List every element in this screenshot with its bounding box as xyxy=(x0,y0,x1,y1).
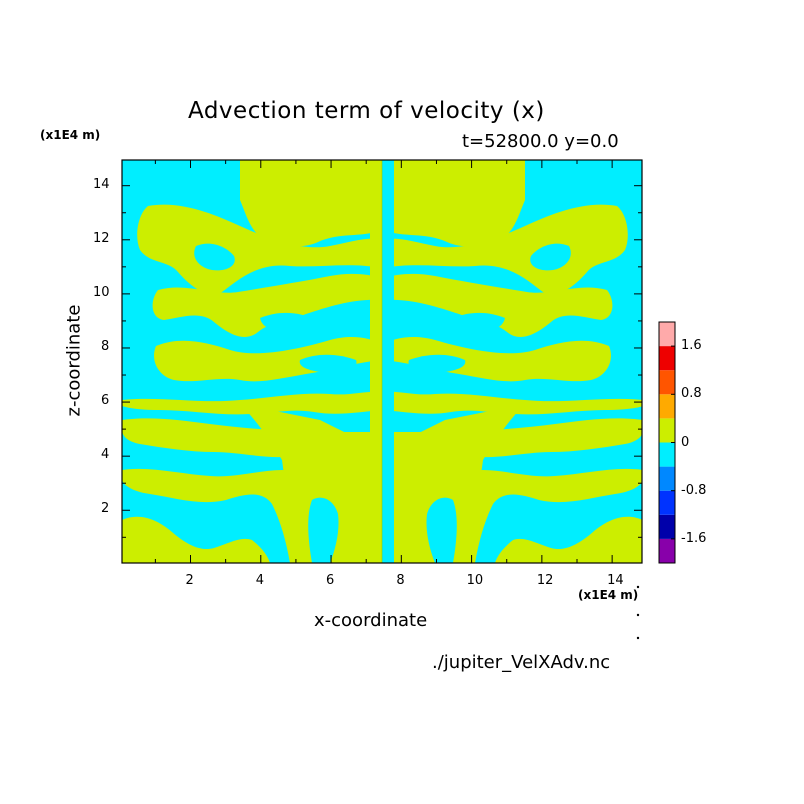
central-band-right xyxy=(382,160,394,563)
x-tick-label: 12 xyxy=(536,573,554,588)
cyan-inclusions-left xyxy=(194,243,357,563)
field-blob xyxy=(137,204,382,295)
colorbar-level xyxy=(659,370,675,395)
field-blob xyxy=(308,497,339,563)
x-tick-label: 14 xyxy=(607,573,624,588)
x-tick-label: 2 xyxy=(185,573,194,588)
plot-frame xyxy=(121,159,643,564)
marker-dot xyxy=(636,613,640,617)
colorbar-level xyxy=(659,394,675,419)
field-blob xyxy=(201,517,236,544)
positive-region-left xyxy=(122,160,382,563)
colorbar-level xyxy=(659,538,675,563)
colorbar-tick-label: 0 xyxy=(681,434,690,450)
central-band-left xyxy=(370,160,382,563)
y-tick-label: 4 xyxy=(101,447,110,463)
heatmap-field xyxy=(122,160,642,563)
y-tick-label: 2 xyxy=(101,501,110,517)
colorbar-tick-label: 0.8 xyxy=(681,386,702,402)
y-unit-label: (x1E4 m) xyxy=(40,128,101,142)
y-tick-label: 14 xyxy=(93,176,110,192)
colorbar-tick-label: 1.6 xyxy=(681,338,702,354)
chart-subtitle: t=52800.0 y=0.0 xyxy=(462,131,619,152)
x-tick-label: 6 xyxy=(326,573,335,588)
marker-dot xyxy=(636,585,640,589)
colorbar xyxy=(658,321,676,564)
field-blob xyxy=(240,404,382,563)
y-tick-label: 10 xyxy=(93,284,110,300)
field-blob xyxy=(299,354,357,373)
colorbar-tick-label: -0.8 xyxy=(681,482,707,498)
colorbar-level xyxy=(659,442,675,467)
colorbar-level xyxy=(659,346,675,371)
y-tick-label: 8 xyxy=(101,338,110,354)
colorbar-tick-label: -1.6 xyxy=(681,530,707,546)
chart-title: Advection term of velocity (x) xyxy=(188,98,545,124)
colorbar-level xyxy=(659,418,675,443)
field-blob xyxy=(240,160,382,247)
marker-dot xyxy=(636,636,640,640)
x-axis-ticks xyxy=(154,160,613,563)
y-tick-label: 12 xyxy=(93,230,110,246)
colorbar-level xyxy=(659,466,675,491)
field-blob xyxy=(260,312,317,335)
colorbar-level xyxy=(659,514,675,539)
field-blob xyxy=(122,516,270,563)
x-tick-label: 8 xyxy=(396,573,405,588)
x-tick-label: 10 xyxy=(466,573,484,588)
y-axis-label: z-coordinate xyxy=(63,304,85,417)
y-tick-label: 6 xyxy=(101,393,110,409)
source-file-label: ./jupiter_VelXAdv.nc xyxy=(432,652,611,673)
field-blob xyxy=(152,273,382,338)
field-blob xyxy=(194,243,235,271)
colorbar-level xyxy=(659,322,675,347)
x-axis-label: x-coordinate xyxy=(314,610,428,631)
field-blob xyxy=(122,391,382,415)
y-axis-ticks xyxy=(122,185,642,538)
x-tick-label: 4 xyxy=(255,573,265,588)
colorbar-level xyxy=(659,490,675,515)
x-unit-label: (x1E4 m) xyxy=(578,588,639,602)
